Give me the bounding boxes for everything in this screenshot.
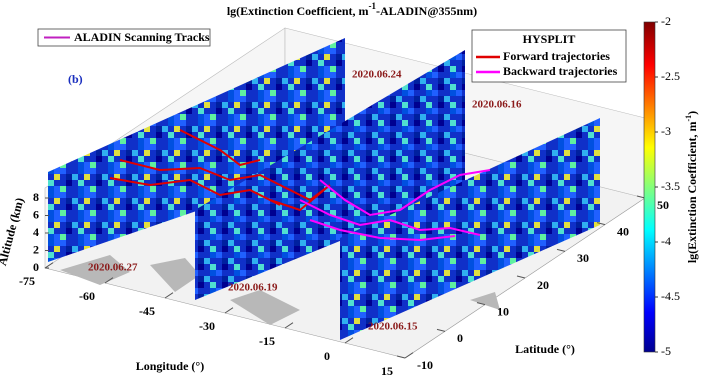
x-tick-label: -15: [259, 334, 275, 348]
forward-trajectory: [179, 129, 261, 167]
z-tick-label: 4: [33, 225, 39, 239]
x-tick: [164, 292, 174, 299]
x-tick-label: -30: [199, 319, 215, 333]
chart-title: lg(Extinction Coefficient, m-1-ALADIN@35…: [227, 1, 477, 18]
x-tick-label: -60: [79, 289, 95, 303]
trajectories: [109, 129, 491, 242]
colorbar-tick-label: -5: [661, 344, 671, 358]
y-tick-label: 50: [657, 198, 669, 212]
date-label: 2020.06.19: [228, 282, 278, 294]
y-tick-label: 0: [457, 331, 463, 345]
backward-trajectory: [309, 219, 456, 242]
title-part: lg(Extinction Coefficient, m: [227, 4, 369, 18]
x-tick-label: 0: [324, 349, 330, 363]
legend-title: HYSPLIT: [523, 32, 576, 46]
y-tick: [516, 275, 526, 279]
y-tick: [556, 248, 566, 252]
y-axis-label: Latitude (°): [515, 342, 575, 356]
title-part: -ALADIN@355nm): [376, 4, 477, 18]
date-label: 2020.06.24: [352, 69, 402, 81]
date-label: 2020.06.15: [368, 321, 418, 333]
x-tick-label: -45: [139, 304, 155, 318]
x-tick: [284, 322, 294, 329]
legend-label: ALADIN Scanning Tracks: [74, 30, 210, 44]
colorbar-label: lg(Extinction Coefficient, m-1): [684, 111, 699, 263]
title-part: -1: [368, 1, 376, 11]
x-tick: [344, 337, 354, 344]
colorbar-tick-label: -2: [661, 14, 671, 28]
x-tick-label: 15: [381, 364, 393, 378]
x-tick: [404, 352, 414, 359]
forward-trajectory: [109, 177, 281, 206]
x-tick-label: -75: [19, 274, 35, 288]
curtain: [48, 38, 345, 262]
y-tick-label: 30: [577, 251, 589, 265]
y-tick: [596, 222, 606, 226]
colorbar: [643, 21, 656, 353]
y-tick: [636, 195, 646, 199]
x-axis-label: Longitude (°): [136, 359, 204, 373]
date-label: 2020.06.27: [88, 262, 138, 274]
y-tick-label: 10: [497, 304, 509, 318]
colorbar-tick-label: -2.5: [661, 69, 680, 83]
backward-trajectory: [299, 199, 481, 236]
x-tick: [224, 307, 234, 314]
z-axis-label: Altitude (km): [0, 196, 27, 267]
y-tick: [396, 355, 406, 359]
backward-trajectory: [319, 169, 491, 217]
colorbar-tick-label: -3: [661, 124, 671, 138]
date-label: 2020.06.16: [472, 99, 522, 111]
colorbar-tick-label: -4: [661, 234, 671, 248]
colorbar-tick-label: -3.5: [661, 179, 680, 193]
colorbar-label-part: lg(Extinction Coefficient, m: [685, 122, 699, 264]
x-tick: [44, 262, 54, 269]
colorbar-label-part: -1: [684, 115, 693, 122]
legend-label: Backward trajectories: [503, 64, 618, 78]
z-tick-label: 6: [33, 207, 39, 221]
panel-label: (b): [68, 72, 83, 86]
y-tick: [436, 328, 446, 332]
curtain: [340, 118, 600, 340]
y-tick-label: 20: [537, 278, 549, 292]
curtain: [195, 50, 465, 300]
z-tick-label: 2: [33, 242, 39, 256]
legend-label: Forward trajectories: [503, 49, 610, 63]
z-tick-label: 8: [33, 190, 39, 204]
y-tick-label: -10: [417, 358, 433, 372]
colorbar-label-part: ): [685, 111, 699, 115]
legend-box: [37, 28, 211, 47]
curtains: [48, 38, 600, 340]
x-tick: [104, 277, 114, 284]
forward-trajectory: [119, 159, 331, 212]
colorbar-tick-label: -4.5: [661, 289, 680, 303]
z-tick-label: 0: [33, 260, 39, 274]
y-tick-label: 40: [617, 224, 629, 238]
land: [60, 255, 500, 325]
y-tick: [476, 302, 486, 306]
